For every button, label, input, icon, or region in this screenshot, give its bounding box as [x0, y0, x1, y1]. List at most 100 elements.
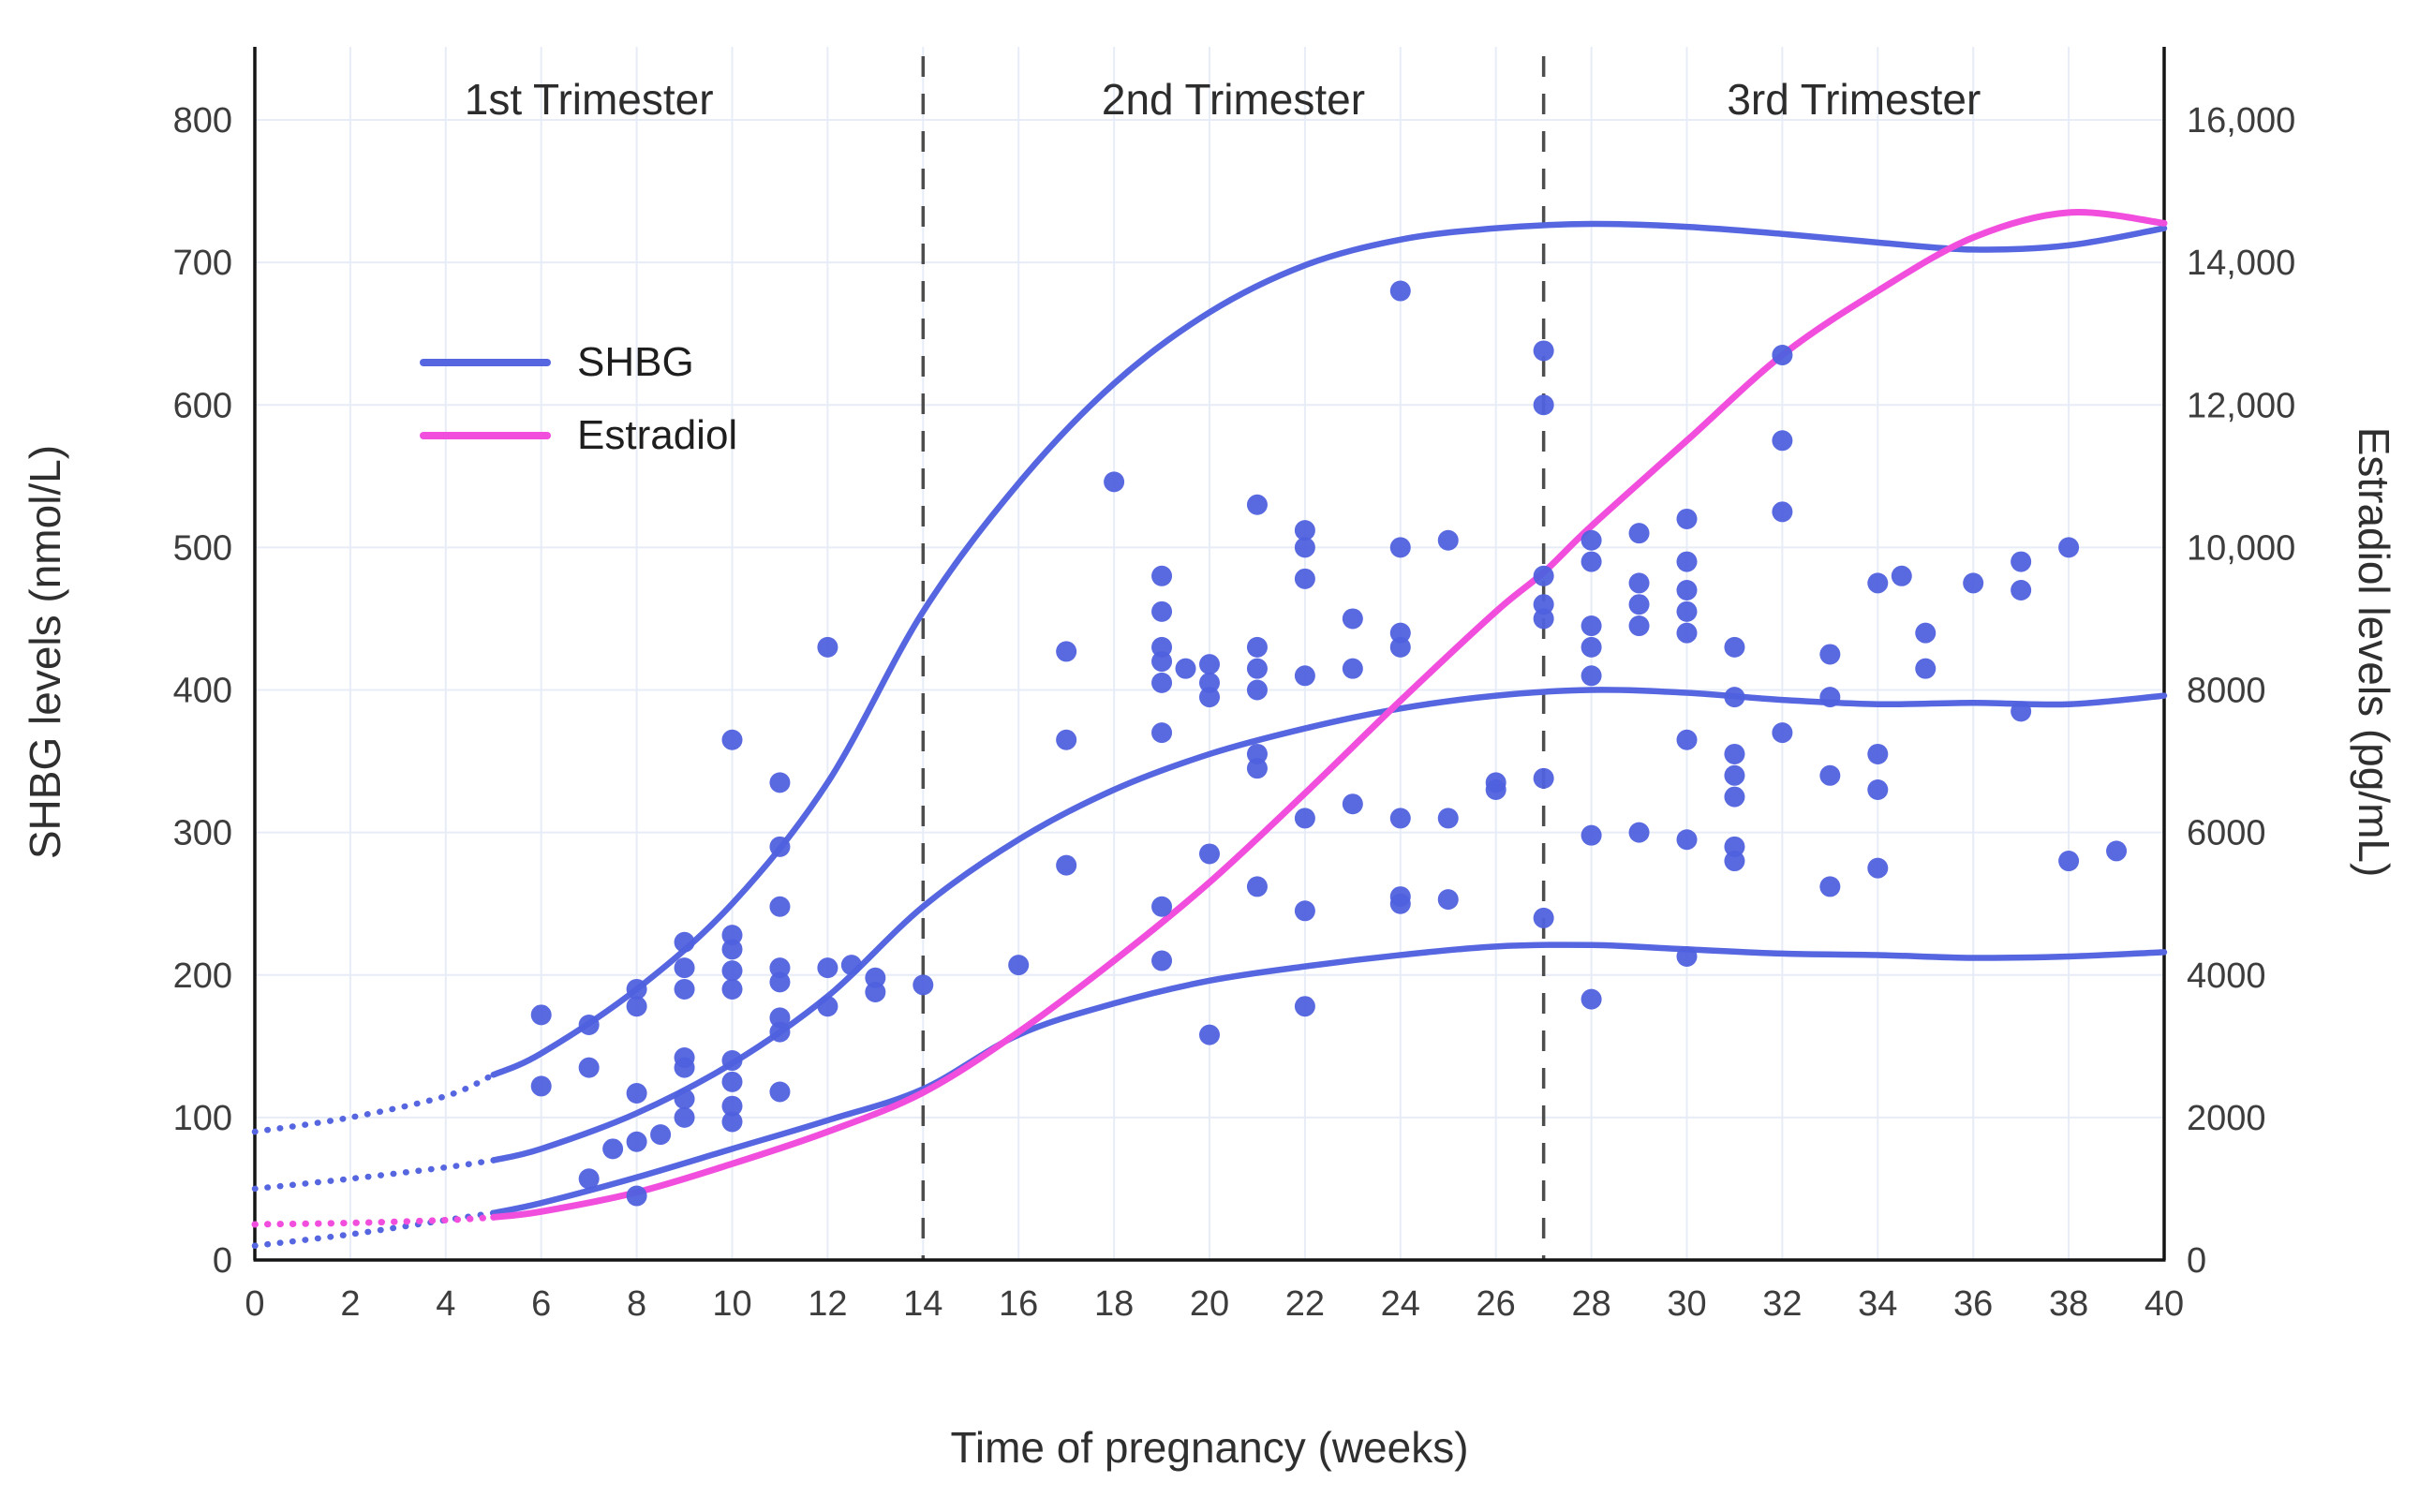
x-tick-label: 40	[2144, 1284, 2184, 1324]
data-point	[1581, 636, 1602, 658]
data-point	[578, 1168, 600, 1190]
y-right-tick-label: 6000	[2187, 814, 2266, 853]
shbg-upper-bound-curve	[490, 220, 2168, 1078]
data-point	[721, 960, 743, 982]
data-point	[674, 978, 695, 1000]
data-point	[1151, 672, 1173, 693]
data-point	[721, 1050, 743, 1072]
data-point	[769, 957, 791, 979]
data-point	[1437, 889, 1459, 911]
data-point	[1676, 600, 1698, 622]
data-point	[1533, 767, 1554, 789]
x-tick-label: 34	[1858, 1284, 1897, 1324]
data-point	[1294, 520, 1315, 541]
data-point	[1246, 743, 1268, 764]
data-point	[674, 1106, 695, 1128]
data-point	[626, 1131, 647, 1152]
legend-item-shbg: SHBG	[420, 339, 737, 386]
data-point	[1533, 608, 1554, 630]
data-point	[1772, 722, 1793, 744]
x-tick-label: 22	[1285, 1284, 1325, 1324]
data-point	[1676, 622, 1698, 644]
x-tick-label: 18	[1094, 1284, 1134, 1324]
y-left-tick-label: 700	[173, 244, 232, 283]
data-point	[650, 1124, 672, 1146]
legend-label-shbg: SHBG	[577, 339, 694, 385]
data-point	[1867, 743, 1889, 764]
data-point	[1724, 636, 1745, 658]
annotations: 1st Trimester 2nd Trimester 3rd Trimester	[465, 75, 1981, 124]
left-axis-title: SHBG levels (nmol/L)	[21, 444, 69, 860]
data-point	[1891, 565, 1912, 586]
data-point	[1199, 654, 1220, 675]
trimester-label: 3rd Trimester	[1727, 75, 1981, 124]
trimester-label: 2nd Trimester	[1102, 75, 1365, 124]
y-right-tick-label: 10,000	[2187, 528, 2295, 568]
data-point	[1485, 772, 1506, 793]
data-point	[1676, 945, 1698, 967]
data-point	[1867, 778, 1889, 800]
data-point	[1342, 793, 1363, 815]
data-point	[1724, 687, 1745, 708]
tick-labels: 0 2 4 6 8 10 12 14 16 18 20 22 24 26 28 30 32 34 36 38 40010…	[173, 101, 2296, 1324]
data-point	[2011, 701, 2032, 722]
data-point	[2106, 840, 2128, 862]
y-right-tick-label: 8000	[2187, 672, 2266, 711]
y-left-tick-label: 100	[173, 1099, 232, 1138]
data-point	[1581, 529, 1602, 551]
data-point	[1437, 529, 1459, 551]
data-point	[721, 939, 743, 960]
y-right-tick-label: 4000	[2187, 956, 2266, 996]
data-point	[626, 1083, 647, 1104]
data-point	[1008, 955, 1030, 976]
x-tick-label: 2	[340, 1284, 360, 1324]
data-point	[674, 1089, 695, 1110]
data-point	[769, 1007, 791, 1029]
data-point	[578, 1057, 600, 1078]
x-tick-label: 8	[627, 1284, 646, 1324]
shbg-line-swatch	[420, 359, 551, 366]
data-point	[1676, 551, 1698, 572]
x-tick-label: 14	[903, 1284, 942, 1324]
data-point	[1628, 523, 1650, 544]
data-point	[674, 1046, 695, 1068]
data-point	[1294, 996, 1315, 1017]
data-point	[1724, 743, 1745, 764]
y-right-tick-label: 0	[2187, 1241, 2206, 1281]
x-tick-label: 6	[531, 1284, 551, 1324]
data-point	[2011, 551, 2032, 572]
y-left-tick-label: 600	[173, 386, 232, 425]
data-point	[1056, 854, 1077, 876]
data-point	[1819, 876, 1841, 897]
data-point	[721, 1071, 743, 1092]
data-point	[1819, 764, 1841, 786]
data-point	[1056, 641, 1077, 662]
data-point	[1581, 824, 1602, 846]
data-point	[1342, 658, 1363, 679]
y-right-tick-label: 2000	[2187, 1099, 2266, 1138]
data-point	[1676, 580, 1698, 601]
legend-label-estradiol: Estradiol	[577, 412, 738, 458]
data-point	[1199, 1024, 1220, 1045]
data-point	[1724, 786, 1745, 808]
data-point	[1628, 572, 1650, 594]
data-point	[1676, 508, 1698, 529]
data-point	[1175, 658, 1196, 679]
data-point	[1724, 851, 1745, 872]
x-tick-label: 26	[1477, 1284, 1516, 1324]
curves	[251, 209, 2168, 1250]
data-point	[1246, 758, 1268, 779]
data-point	[578, 1014, 600, 1035]
data-point	[817, 996, 838, 1017]
y-left-tick-label: 800	[173, 101, 232, 141]
data-point	[769, 896, 791, 917]
y-right-tick-label: 16,000	[2187, 101, 2295, 141]
trimester-dividers	[921, 56, 1546, 1260]
data-point	[1199, 687, 1220, 708]
estradiol-line-swatch	[420, 432, 551, 439]
data-point	[769, 772, 791, 793]
data-point	[1246, 636, 1268, 658]
data-point	[1151, 896, 1173, 917]
data-point	[721, 1111, 743, 1133]
